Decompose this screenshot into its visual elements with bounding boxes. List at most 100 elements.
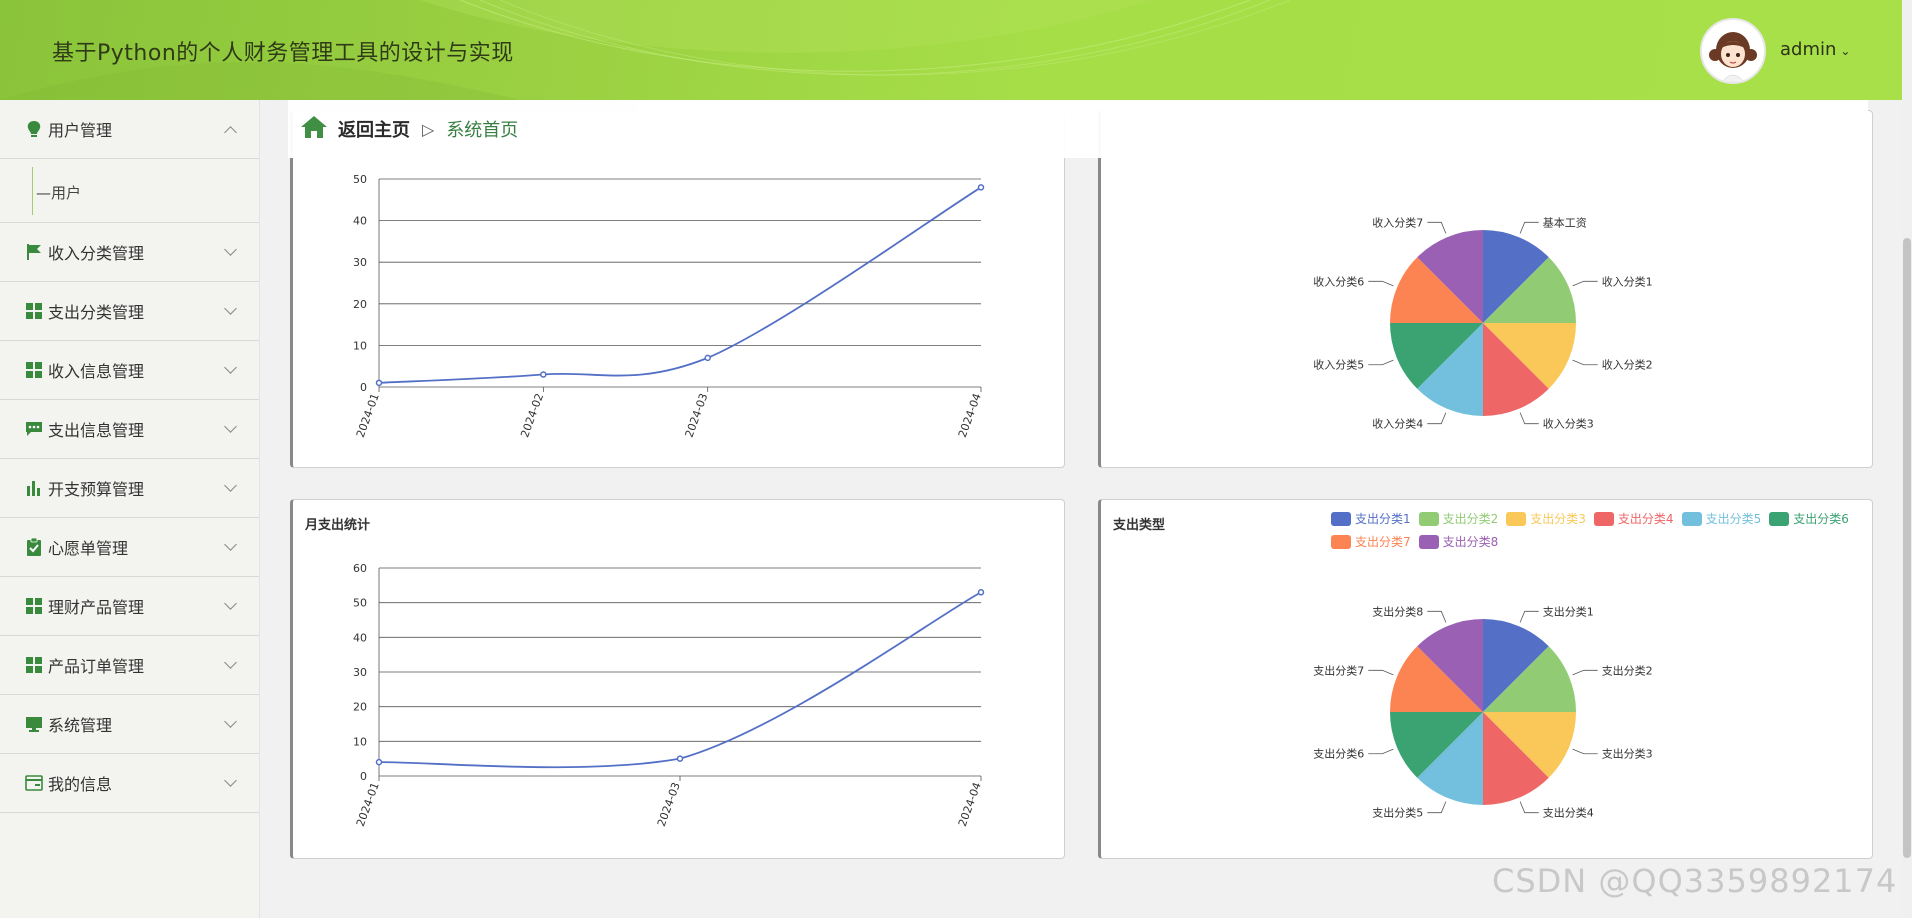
sidebar-item-my-info[interactable]: 我的信息 bbox=[0, 754, 259, 813]
grid-icon bbox=[24, 301, 44, 321]
chevron-up-icon bbox=[224, 126, 237, 139]
chevron-down-icon bbox=[224, 361, 237, 374]
y-tick-label: 30 bbox=[353, 256, 367, 269]
chart-title: 支出类型 bbox=[1113, 518, 1166, 533]
data-point bbox=[540, 371, 547, 378]
sidebar-item-income-info[interactable]: 收入信息管理 bbox=[0, 341, 259, 400]
y-tick-label: 60 bbox=[353, 562, 367, 575]
chart-panel-expense-pie: 支出类型 支出分类1 支出分类2 支出分类3 支出分类4 支出分类5 支出分类6 支出分类7… bbox=[1098, 499, 1873, 859]
pie-slice bbox=[1483, 323, 1576, 389]
pie-label: 支出分类4 bbox=[1543, 806, 1594, 820]
legend-item[interactable]: 支出分类7 bbox=[1331, 533, 1411, 550]
pie-slice bbox=[1417, 712, 1483, 805]
y-tick-label: 20 bbox=[353, 701, 367, 714]
sidebar-item-label: 心愿单管理 bbox=[48, 539, 129, 558]
sidebar: 用户管理 —用户 收入分类管理 支出分类管理 收入信息管理 支出信息管理 开支预… bbox=[0, 100, 260, 918]
label-line bbox=[1368, 748, 1394, 755]
chevron-down-icon bbox=[224, 774, 237, 787]
y-tick-label: 40 bbox=[353, 631, 367, 644]
clipboard-check-icon bbox=[24, 537, 44, 557]
avatar[interactable] bbox=[1700, 18, 1766, 84]
legend-item[interactable]: 支出分类6 bbox=[1769, 510, 1849, 527]
data-point bbox=[704, 354, 711, 362]
legend-label: 支出分类1 bbox=[1355, 512, 1411, 526]
data-point bbox=[375, 379, 383, 387]
sidebar-item-label: 产品订单管理 bbox=[48, 657, 145, 676]
sidebar-item-label: 支出信息管理 bbox=[48, 421, 145, 440]
breadcrumb-home-link[interactable]: 返回主页 bbox=[338, 120, 410, 141]
sidebar-item-budget[interactable]: 开支预算管理 bbox=[0, 459, 259, 518]
pie-label: 支出分类1 bbox=[1543, 604, 1594, 618]
pie-slice bbox=[1483, 646, 1576, 712]
legend-item[interactable]: 支出分类4 bbox=[1593, 510, 1674, 527]
pie-label: 收入分类1 bbox=[1602, 274, 1653, 288]
legend-item[interactable]: 支出分类2 bbox=[1418, 510, 1499, 527]
legend-item[interactable]: 支出分类8 bbox=[1418, 533, 1498, 550]
legend-label: 支出分类4 bbox=[1617, 512, 1674, 526]
pie-slice bbox=[1483, 230, 1549, 323]
grid-icon bbox=[24, 360, 44, 380]
home-icon[interactable] bbox=[300, 115, 328, 143]
legend-item[interactable]: 支出分类1 bbox=[1331, 510, 1411, 527]
legend-item[interactable]: 支出分类5 bbox=[1681, 510, 1762, 527]
series-line bbox=[378, 186, 982, 384]
legend-label: 支出分类5 bbox=[1705, 512, 1762, 526]
y-tick-label: 50 bbox=[353, 597, 367, 610]
sidebar-item-label: 理财产品管理 bbox=[48, 598, 145, 617]
label-line bbox=[1519, 221, 1539, 234]
data-point bbox=[375, 758, 383, 766]
chart-panel-expense-line: 月支出统计 0 10 20 30 40 50 60 2024-01 2024-03 2024-04 bbox=[290, 499, 1065, 859]
sidebar-item-wishlist[interactable]: 心愿单管理 bbox=[0, 518, 259, 577]
sidebar-item-expense-category[interactable]: 支出分类管理 bbox=[0, 282, 259, 341]
pie-slice bbox=[1483, 712, 1576, 778]
income-line-chart: 0 10 20 30 40 50 2024-01 2024-02 2024-03 2024-04 bbox=[353, 173, 985, 440]
x-tick-label: 2024-01 bbox=[354, 781, 382, 829]
pie-slice bbox=[1483, 257, 1576, 323]
pie-label: 支出分类3 bbox=[1602, 747, 1653, 761]
legend-label: 支出分类6 bbox=[1793, 512, 1849, 526]
submenu-user: —用户 bbox=[0, 159, 259, 223]
pie-label: 基本工资 bbox=[1543, 215, 1587, 229]
label-line bbox=[1572, 280, 1598, 287]
sidebar-item-user-management[interactable]: 用户管理 bbox=[0, 100, 259, 159]
user-menu[interactable]: admin ⌄ bbox=[1780, 39, 1850, 60]
label-line bbox=[1427, 221, 1447, 234]
scrollbar-thumb[interactable] bbox=[1903, 238, 1911, 858]
pie-label: 支出分类6 bbox=[1313, 747, 1364, 761]
legend-label: 支出分类7 bbox=[1355, 535, 1411, 549]
label-line bbox=[1572, 359, 1598, 366]
data-point bbox=[977, 589, 985, 596]
label-line bbox=[1572, 748, 1598, 755]
pie-label: 收入分类7 bbox=[1372, 215, 1423, 229]
sidebar-item-financial-products[interactable]: 理财产品管理 bbox=[0, 577, 259, 636]
sidebar-subitem-user[interactable]: —用户 bbox=[36, 184, 82, 202]
pie-slice bbox=[1390, 257, 1483, 323]
chevron-down-icon bbox=[224, 302, 237, 315]
app-title: 基于Python的个人财务管理工具的设计与实现 bbox=[52, 41, 514, 66]
label-line bbox=[1572, 669, 1598, 676]
label-line bbox=[1519, 412, 1539, 425]
legend-label: 支出分类2 bbox=[1442, 512, 1499, 526]
sidebar-item-income-category[interactable]: 收入分类管理 bbox=[0, 223, 259, 282]
pie-slice bbox=[1390, 646, 1483, 712]
label-line bbox=[1427, 610, 1447, 623]
label-line bbox=[1368, 669, 1394, 676]
card-icon bbox=[24, 773, 44, 793]
chevron-down-icon bbox=[224, 420, 237, 433]
y-tick-label: 40 bbox=[353, 215, 367, 228]
legend-item[interactable]: 支出分类3 bbox=[1506, 510, 1586, 527]
expense-pie-chart: 支出分类1 支出分类2 支出分类3 支出分类4 支出分类5 支出分类6 支出分类7 支出分类8 bbox=[1313, 604, 1653, 820]
pie-label: 收入分类6 bbox=[1313, 274, 1364, 288]
sidebar-item-label: 支出分类管理 bbox=[48, 303, 145, 322]
sidebar-item-expense-info[interactable]: 支出信息管理 bbox=[0, 400, 259, 459]
y-tick-label: 30 bbox=[353, 666, 367, 679]
x-tick-label: 2024-04 bbox=[956, 392, 984, 440]
y-tick-label: 0 bbox=[360, 770, 367, 783]
chevron-down-icon bbox=[224, 479, 237, 492]
x-tick-label: 2024-01 bbox=[354, 392, 382, 440]
sidebar-item-product-orders[interactable]: 产品订单管理 bbox=[0, 636, 259, 695]
label-line bbox=[1368, 280, 1394, 287]
sidebar-item-system[interactable]: 系统管理 bbox=[0, 695, 259, 754]
grid-icon bbox=[24, 655, 44, 675]
